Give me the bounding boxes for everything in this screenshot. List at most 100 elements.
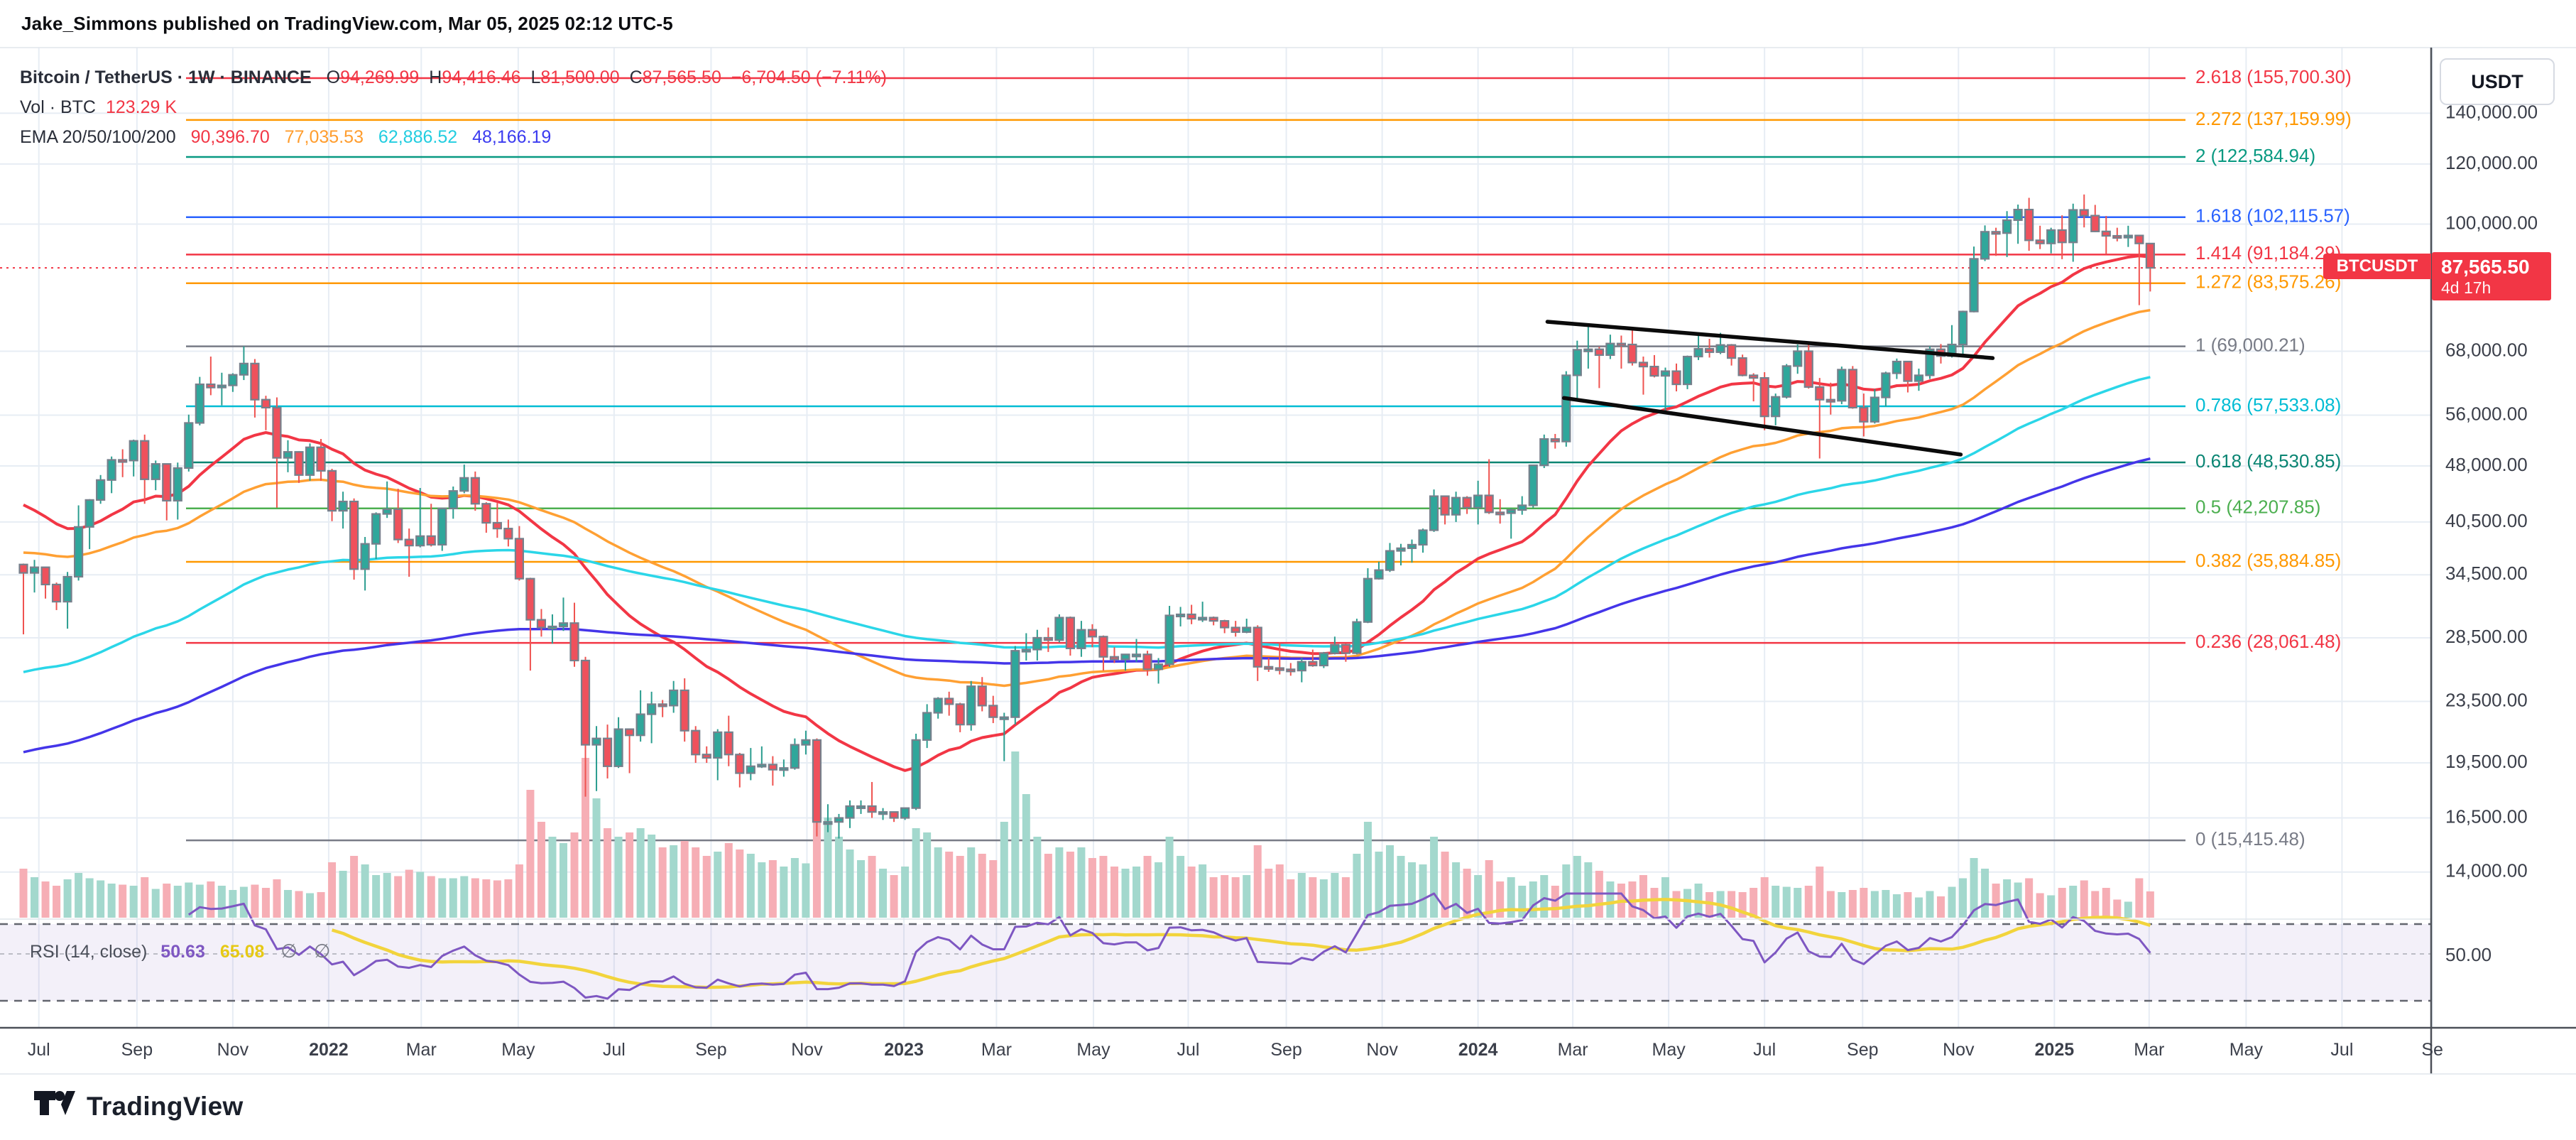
high-label: H (429, 67, 442, 87)
last-price-badge: 87,565.50 4d 17h (2432, 252, 2551, 300)
open-label: O (326, 67, 341, 87)
price-axis-label: 56,000.00 (2445, 403, 2528, 424)
price-axis-label: 40,500.00 (2445, 510, 2528, 531)
time-axis-label: 2023 (884, 1040, 924, 1060)
volume-value: 123.29 K (105, 97, 178, 117)
price-axis-label: 120,000.00 (2445, 152, 2538, 173)
rsi-empty-set-icon: ∅ (313, 940, 331, 962)
ema50-line (23, 308, 2151, 688)
time-axis[interactable]: Jul Sep Nov 2022 Mar May Jul Sep Nov 2023 Mar May Ju… (28, 1040, 2443, 1060)
price-axis-label: 68,000.00 (2445, 339, 2528, 360)
ema200-line (23, 457, 2151, 754)
tradingview-footer[interactable]: TradingView (34, 1091, 244, 1122)
time-axis-label: Jul (1753, 1040, 1776, 1060)
price-axis-label: 34,500.00 (2445, 563, 2528, 584)
time-axis-label: May (1652, 1040, 1686, 1060)
rsi-axis-label: 50.00 (2445, 944, 2492, 965)
symbol-title: Bitcoin / TetherUS · 1W · BINANCE (20, 67, 312, 87)
fib-level-label: 0 (15,415.48) (2195, 828, 2305, 849)
time-axis-label: Jul (1177, 1040, 1199, 1060)
fib-level-label: 1.272 (83,575.26) (2195, 271, 2341, 293)
fib-level-label: 0.618 (48,530.85) (2195, 450, 2341, 472)
fib-level-label: 1.414 (91,184.29) (2195, 242, 2341, 264)
open-value: 94,269.99 (340, 67, 420, 87)
volume-bars (19, 751, 2154, 918)
legend-symbol-row: Bitcoin / TetherUS · 1W · BINANCE O94,26… (20, 63, 887, 92)
ema-lines (23, 254, 2151, 772)
ema-label: EMA 20/50/100/200 (20, 127, 176, 147)
rsi-label: RSI (14, close) (30, 942, 148, 962)
time-axis-label: Sep (1847, 1040, 1878, 1060)
time-axis-label: Jul (28, 1040, 50, 1060)
rsi-lines (187, 892, 2151, 1000)
price-axis-label: 16,500.00 (2445, 805, 2528, 827)
time-axis-label: Se (2421, 1040, 2443, 1060)
legend-volume-row: Vol · BTC 123.29 K (20, 92, 887, 122)
ema100-value: 62,886.52 (378, 127, 458, 147)
rsi-ma-line (331, 898, 2151, 989)
ema100-line (23, 376, 2151, 673)
fib-level-label: 0.382 (35,884.85) (2195, 550, 2341, 571)
close-value: 87,565.50 (642, 67, 721, 87)
time-axis-label: May (501, 1040, 535, 1060)
change-value: −6,704.50 (−7.11%) (731, 67, 887, 87)
fib-level-label: 0.5 (42,207.85) (2195, 496, 2320, 518)
rsi-line (187, 892, 2151, 1000)
price-axis[interactable]: 140,000.00120,000.00100,000.0068,000.005… (2445, 101, 2538, 965)
time-axis-label: 2022 (309, 1040, 349, 1060)
legend-ema-row: EMA 20/50/100/200 90,396.70 77,035.53 62… (20, 122, 887, 152)
fib-level-label: 0.786 (57,533.08) (2195, 394, 2341, 416)
rsi-empty-set-icon: ∅ (280, 940, 298, 962)
time-axis-label: Mar (1558, 1040, 1588, 1060)
price-axis-label: 14,000.00 (2445, 860, 2528, 881)
chart-legend: Bitcoin / TetherUS · 1W · BINANCE O94,26… (20, 63, 887, 152)
rsi-legend: RSI (14, close) 50.63 65.08 ∅ ∅ (30, 940, 330, 962)
price-axis-label: 19,500.00 (2445, 751, 2528, 772)
last-price-value: 87,565.50 (2441, 255, 2530, 278)
fib-level-label: 1 (69,000.21) (2195, 335, 2305, 356)
candles (18, 194, 2155, 839)
ema20-line (23, 254, 2151, 772)
rsi-value: 50.63 (160, 942, 205, 962)
price-axis-label: 28,500.00 (2445, 626, 2528, 647)
time-axis-label: Sep (1270, 1040, 1301, 1060)
time-axis-label: Sep (121, 1040, 153, 1060)
attribution-text: Jake_Simmons published on TradingView.co… (21, 13, 673, 34)
time-axis-label: Mar (981, 1040, 1012, 1060)
time-axis-label: Mar (2134, 1040, 2164, 1060)
time-axis-label: Mar (406, 1040, 437, 1060)
time-axis-label: May (1076, 1040, 1110, 1060)
price-axis-label: 48,000.00 (2445, 454, 2528, 475)
time-axis-label: Jul (2330, 1040, 2353, 1060)
symbol-price-flag: BTCUSDT (2323, 254, 2431, 279)
fib-level-label: 2.618 (155,700.30) (2195, 66, 2352, 87)
fib-level-label: 2.272 (137,159.99) (2195, 108, 2352, 129)
time-axis-label: May (2230, 1040, 2264, 1060)
axes-frame (0, 47, 2576, 1075)
ema200-value: 48,166.19 (472, 127, 552, 147)
price-axis-label: 23,500.00 (2445, 689, 2528, 710)
time-axis-label: Nov (217, 1040, 249, 1060)
grid-lines (0, 48, 2433, 1028)
fib-extension-levels[interactable]: 2.618 (155,700.30) 2.272 (137,159.99) 2 (1… (186, 66, 2352, 849)
time-axis-label: Nov (1366, 1040, 1398, 1060)
low-label: L (530, 67, 541, 87)
trend-channel[interactable] (1545, 320, 1995, 457)
fib-level-label: 1.618 (102,115.57) (2195, 205, 2350, 227)
time-axis-label: Nov (791, 1040, 823, 1060)
rsi-ma-value: 65.08 (219, 942, 265, 962)
tradingview-wordmark: TradingView (87, 1092, 244, 1121)
bar-countdown: 4d 17h (2441, 278, 2492, 297)
currency-toggle[interactable]: USDT (2440, 58, 2555, 105)
time-axis-label: Nov (1943, 1040, 1975, 1060)
ema20-value: 90,396.70 (190, 127, 270, 147)
high-value: 94,416.46 (442, 67, 521, 87)
time-axis-label: Sep (695, 1040, 726, 1060)
time-axis-label: 2025 (2035, 1040, 2075, 1060)
price-axis-label: 100,000.00 (2445, 212, 2538, 233)
volume-label: Vol · BTC (20, 97, 96, 117)
time-axis-label: Jul (603, 1040, 626, 1060)
fib-level-label: 0.236 (28,061.48) (2195, 631, 2341, 652)
fib-level-label: 2 (122,584.94) (2195, 145, 2315, 166)
